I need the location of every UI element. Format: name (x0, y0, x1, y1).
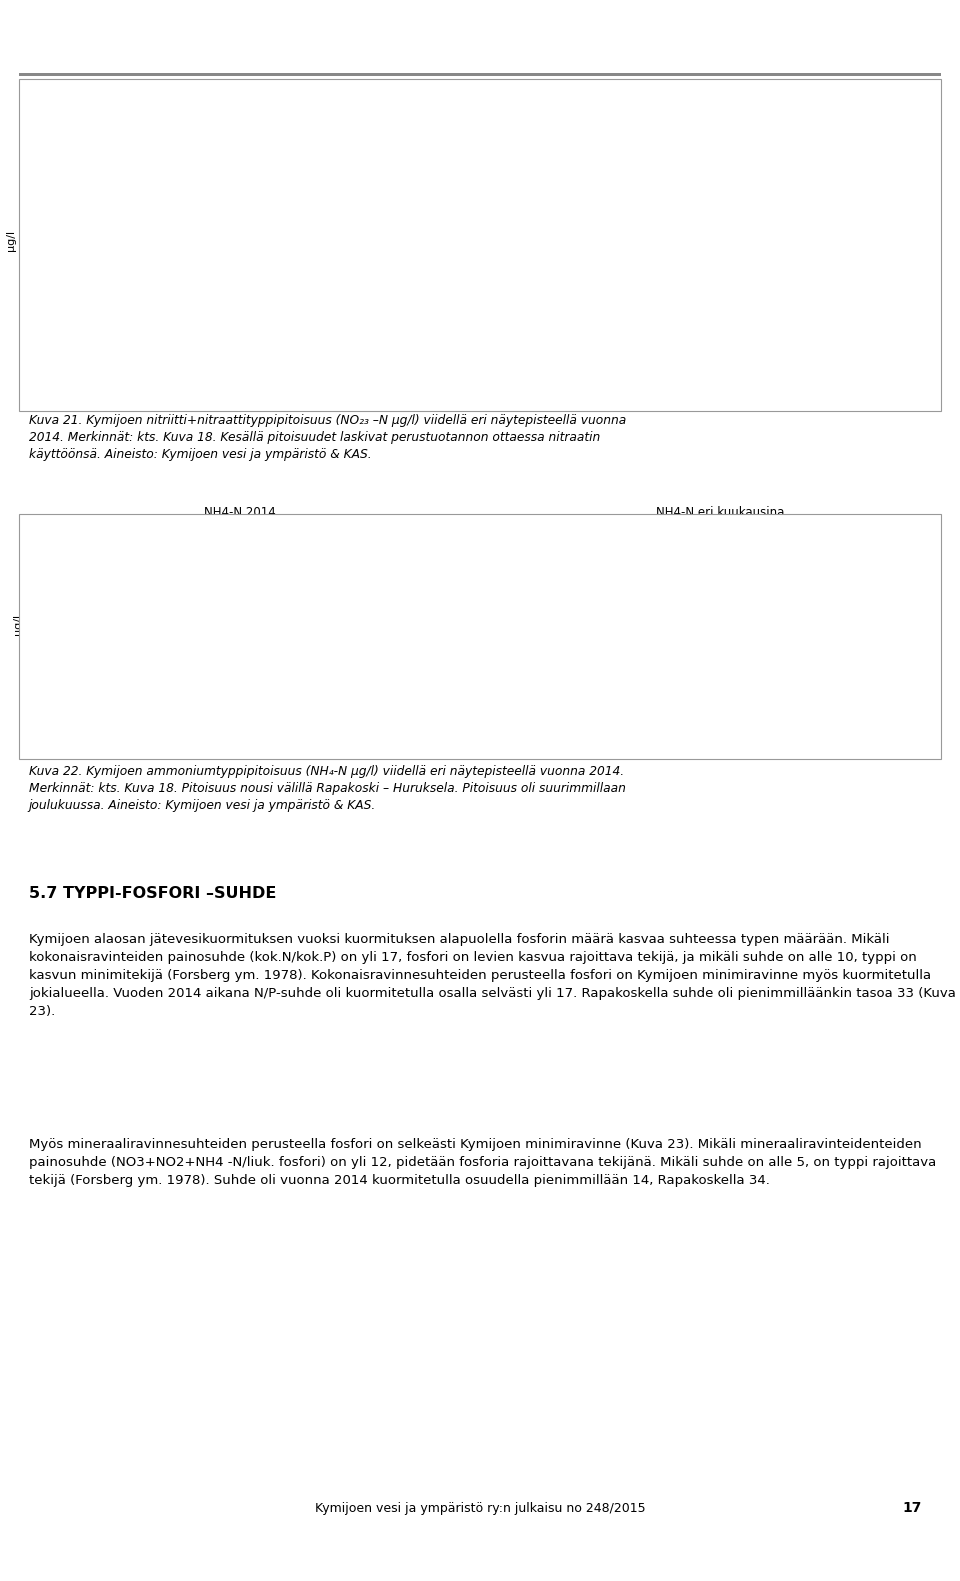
Bar (732, 659, 745, 700)
Title: NO23-N 2014: NO23-N 2014 (201, 90, 279, 103)
Text: Kuva 22. Kymijoen ammoniumtyppipitoisuus (NH₄-N µg/l) viidellä eri näytepisteell: Kuva 22. Kymijoen ammoniumtyppipitoisuus… (29, 765, 626, 813)
Y-axis label: µg/l: µg/l (7, 229, 16, 251)
Bar (805, 304, 819, 311)
Bar (585, 198, 598, 207)
Bar (879, 245, 892, 277)
Bar (769, 677, 781, 700)
Y-axis label: µg/l: µg/l (464, 613, 474, 636)
Text: Kuva 21. Kymijoen nitriitti+nitraattityppipitoisuus (NO₂₃ –N µg/l) viidellä eri : Kuva 21. Kymijoen nitriitti+nitraattityp… (29, 414, 626, 462)
Bar (916, 650, 929, 681)
Text: Kymijoen alaosan jätevesikuormituksen vuoksi kuormituksen alapuolella fosforin m: Kymijoen alaosan jätevesikuormituksen vu… (29, 933, 955, 1018)
Text: Myös mineraaliravinnesuhteiden perusteella fosfori on selkeästi Kymijoen minimir: Myös mineraaliravinnesuhteiden perusteel… (29, 1138, 936, 1187)
Bar (548, 700, 561, 708)
Bar (511, 700, 524, 708)
Text: Kymijoen vesi ja ympäristö ry:n julkaisu no 248/2015: Kymijoen vesi ja ympäristö ry:n julkaisu… (315, 1502, 645, 1515)
Bar (842, 280, 855, 300)
Title: NH4-N eri kuukausina: NH4-N eri kuukausina (656, 506, 784, 519)
Bar (842, 681, 855, 700)
Title: NH4-N 2014: NH4-N 2014 (204, 506, 276, 519)
Text: 17: 17 (902, 1502, 923, 1515)
Bar (511, 183, 524, 220)
Bar (732, 247, 745, 264)
Title: NO23-N eri kuukausina: NO23-N eri kuukausina (652, 90, 788, 103)
Bar (805, 681, 819, 700)
Bar (916, 232, 929, 237)
Bar (621, 681, 635, 686)
Y-axis label: µg/l: µg/l (12, 613, 23, 636)
Bar (659, 677, 671, 681)
Text: 5.7 TYPPI-FOSFORI –SUHDE: 5.7 TYPPI-FOSFORI –SUHDE (29, 885, 276, 901)
Bar (879, 672, 892, 696)
Bar (695, 659, 708, 700)
Bar (695, 218, 708, 243)
Bar (621, 204, 635, 234)
Bar (659, 228, 671, 261)
Bar (585, 677, 598, 681)
Y-axis label: µg/l: µg/l (458, 229, 468, 251)
Bar (548, 207, 561, 234)
